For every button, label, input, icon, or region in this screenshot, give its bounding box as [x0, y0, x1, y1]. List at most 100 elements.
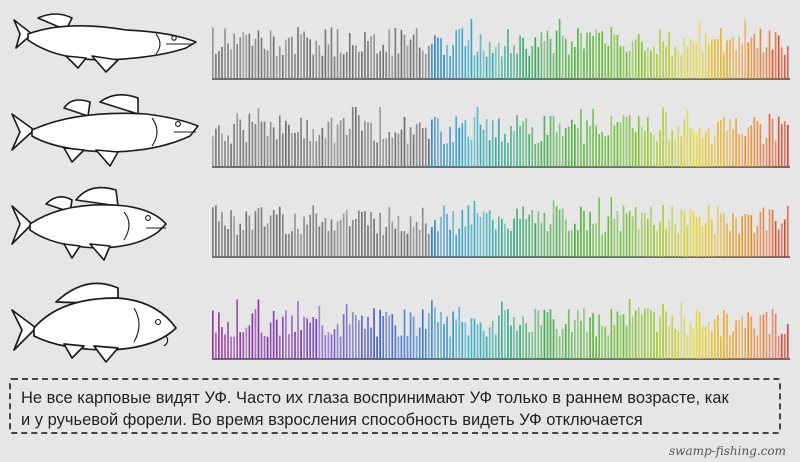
- spectrum-bar: [534, 144, 537, 167]
- spectrum-bar: [613, 325, 616, 359]
- spectrum-bar: [692, 41, 695, 79]
- spectrum-bars-perch: [212, 197, 790, 258]
- spectrum-bar: [342, 54, 345, 79]
- spectrum-bar: [707, 128, 710, 167]
- spectrum-bar: [701, 137, 704, 167]
- spectrum-bar: [452, 45, 454, 79]
- spectrum-bar: [379, 212, 381, 257]
- spectrum-bar: [577, 128, 579, 167]
- spectrum-bar: [233, 123, 235, 167]
- spectrum-bar: [786, 324, 789, 359]
- spectrum-bar: [342, 118, 345, 167]
- spectrum-bar: [637, 33, 640, 79]
- spectrum-bar: [759, 315, 762, 359]
- spectrum-bar: [531, 127, 534, 167]
- spectrum-bar: [455, 234, 458, 257]
- spectrum-bar: [233, 336, 235, 359]
- spectrum-bar: [333, 230, 336, 257]
- spectrum-bar: [403, 309, 406, 359]
- spectrum-bar: [628, 51, 631, 79]
- spectrum-bar: [324, 137, 327, 167]
- spectrum-bar: [774, 140, 777, 167]
- spectrum-bar: [427, 46, 430, 79]
- spectrum-bar: [242, 31, 245, 79]
- spectrum-bar: [516, 115, 518, 167]
- spectrum-bar: [583, 210, 585, 257]
- spectrum-bar: [723, 310, 725, 359]
- spectrum-bar: [750, 214, 753, 257]
- spectrum-bar: [656, 54, 658, 79]
- spectrum-bar: [671, 56, 674, 79]
- spectrum-bar: [537, 310, 540, 359]
- spectrum-bar: [589, 126, 591, 167]
- spectrum-bar: [330, 219, 333, 257]
- spectrum-bar: [653, 225, 655, 257]
- spectrum-bar: [656, 141, 658, 167]
- spectrum-bar: [592, 313, 594, 359]
- spectrum-bar: [358, 210, 360, 257]
- spectrum-bar: [528, 55, 531, 79]
- spectrum-bar: [580, 33, 582, 79]
- spectrum-bar: [330, 334, 333, 359]
- spectrum-bar: [333, 142, 336, 167]
- spectrum-bar: [336, 124, 339, 167]
- spectrum-bar: [680, 209, 683, 257]
- spectrum-bar: [485, 119, 488, 167]
- spectrum-bar: [631, 316, 634, 359]
- spectrum-bar: [677, 125, 680, 167]
- spectrum-bar: [348, 33, 351, 79]
- spectrum-bar: [221, 133, 223, 167]
- spectrum-bar: [440, 38, 442, 79]
- spectrum-bar: [546, 230, 549, 257]
- spectrum-bar: [388, 132, 391, 167]
- spectrum-bar: [516, 330, 518, 359]
- spectrum-bar: [683, 37, 686, 79]
- spectrum-bar: [567, 309, 570, 359]
- spectrum-bar: [662, 304, 664, 359]
- spectrum-bar: [494, 137, 497, 167]
- spectrum-bar: [723, 117, 725, 167]
- spectrum-bar: [689, 38, 692, 79]
- spectrum-bar: [449, 229, 451, 257]
- spectrum-bar: [354, 315, 357, 359]
- spectrum-bar: [689, 209, 692, 257]
- spectrum-bar: [507, 142, 509, 167]
- spectrum-bar: [260, 121, 263, 167]
- spectrum-bar: [406, 45, 409, 79]
- spectrum-bar: [361, 130, 363, 167]
- spectrum-bar: [698, 216, 701, 257]
- spectrum-bar: [370, 327, 372, 359]
- spectrum-bar: [650, 206, 652, 257]
- spectrum-bar: [473, 201, 476, 257]
- spectrum-bar: [339, 120, 342, 167]
- spectrum-bar: [683, 118, 686, 167]
- spectrum-bar: [567, 230, 570, 257]
- spectrum-bar: [744, 328, 747, 359]
- spectrum-bar: [218, 125, 220, 167]
- spectrum-bar: [479, 34, 482, 79]
- spectrum-bar: [540, 325, 543, 359]
- spectrum-bar: [397, 133, 400, 167]
- spectrum-bar: [446, 143, 448, 167]
- spectrum-bar: [756, 226, 759, 257]
- spectrum-bar: [783, 54, 786, 79]
- spectrum-bar: [440, 131, 442, 167]
- spectrum-bar: [281, 316, 284, 359]
- spectrum-bar: [744, 136, 747, 167]
- spectrum-bar: [467, 205, 470, 257]
- spectrum-bar: [233, 33, 235, 79]
- spectrum-bar: [738, 134, 740, 167]
- spectrum-bar: [397, 336, 400, 359]
- spectrum-bar: [351, 312, 354, 359]
- spectrum-bar: [537, 211, 540, 257]
- spectrum-bar: [783, 219, 786, 257]
- spectrum-bar: [494, 334, 497, 359]
- spectrum-bar: [546, 134, 549, 167]
- spectrum-bar: [616, 311, 619, 359]
- spectrum-bar: [643, 213, 646, 257]
- spectrum-bar: [339, 52, 342, 79]
- spectrum-bar: [586, 120, 588, 167]
- spectrum-bar: [704, 132, 707, 167]
- spectrum-bar: [497, 42, 500, 79]
- spectrum-bar: [580, 320, 582, 359]
